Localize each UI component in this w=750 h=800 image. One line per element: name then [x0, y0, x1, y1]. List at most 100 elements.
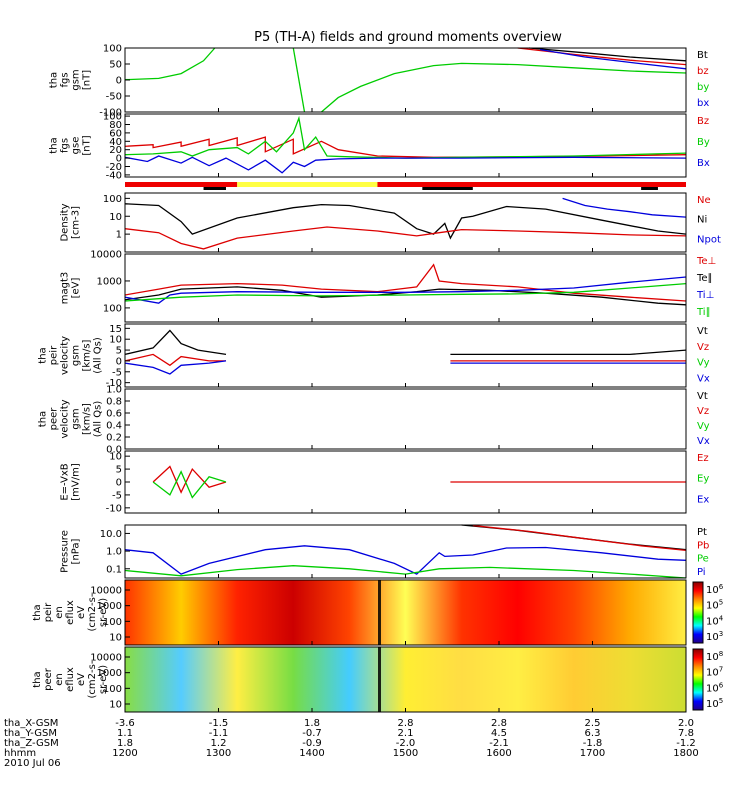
legend-Vz: Vz — [697, 406, 709, 417]
y-axis-label-line: tha — [49, 72, 60, 88]
y-tick-label: 100 — [103, 303, 122, 314]
y-axis-label-line: [nPa] — [71, 538, 82, 564]
status-segment — [377, 182, 686, 187]
y-tick-label: 1000 — [97, 601, 122, 612]
y-tick-label: 40 — [109, 137, 122, 148]
legend-Pi: Pi — [697, 567, 706, 578]
legend-Pe: Pe — [697, 554, 709, 565]
legend-Bt: Bt — [697, 50, 708, 61]
y-tick-label: 10000 — [90, 586, 122, 597]
legend-by: by — [697, 82, 709, 93]
x-row-value: 2.5 — [585, 718, 601, 729]
y-axis-label-line: sr-eV) — [98, 665, 109, 694]
status-segment — [125, 182, 238, 187]
y-axis-label-line: tha — [49, 137, 60, 153]
plot-area — [125, 48, 686, 112]
legend-Ey: Ey — [697, 474, 709, 485]
y-tick-label: 10000 — [90, 250, 122, 261]
y-axis-label: tha fgs gsm [nT] — [49, 69, 93, 90]
x-axis-table: tha_X-GSM -3.6 -1.5 1.8 2.8 2.8 2.5 2.0 tha_Y-GS… — [4, 718, 699, 769]
y-tick-label: 5 — [116, 346, 122, 357]
series-line — [320, 62, 687, 113]
y-axis-label-line: tha — [32, 671, 43, 687]
y-axis-label: magt3 [eV] — [60, 272, 82, 305]
panel-fgs-gsm: 100 50 0 -50 -100 Bt bz by bx tha fgs gsm [nT] — [49, 44, 710, 119]
legend-Ti∥: Ti∥ — [696, 307, 711, 318]
series-line — [152, 470, 227, 499]
y-axis-label-line: [km/s] — [82, 403, 93, 435]
y-axis-label-line: (All Qs) — [93, 337, 104, 374]
y-tick-label: 0.4 — [106, 421, 122, 432]
y-axis-label-line: velocity — [60, 336, 71, 375]
y-axis-label-line: Pressure — [60, 530, 71, 573]
series-line — [124, 263, 687, 302]
x-row-value: -1.5 — [209, 718, 229, 729]
series-line — [124, 155, 687, 174]
y-axis-label-line: fgs — [60, 138, 71, 153]
x-row-value: 4.5 — [491, 728, 507, 739]
legend-Ne: Ne — [697, 195, 711, 206]
colorbar-tick-label: 107 — [706, 666, 723, 679]
y-tick-label: -40 — [106, 170, 122, 181]
y-axis-label: Pressure [nPa] — [60, 530, 82, 573]
panel-peer-velocity: 1.00.80.60.40.20.0 Vt Vz Vy Vx tha peer velocit… — [38, 385, 710, 456]
y-axis-label-line: (cm2-s- — [87, 593, 98, 631]
x-row-label: hhmm — [4, 748, 36, 759]
x-row-value: 1.1 — [117, 728, 133, 739]
y-axis-label-line: gsm — [71, 408, 82, 429]
x-row-label: tha_Z-GSM — [4, 738, 59, 749]
y-tick-label: 0 — [116, 356, 122, 367]
x-row-value: 1600 — [486, 748, 511, 759]
x-row-value: 1800 — [673, 748, 698, 759]
y-tick-label: 10.0 — [100, 529, 122, 540]
y-axis-label: tha peir velocity gsm [km/s] (All Qs) — [38, 336, 104, 375]
y-tick-label: 5 — [116, 465, 122, 476]
series-line — [124, 282, 687, 302]
y-tick-label: -5 — [112, 367, 122, 378]
colorbar-tick-label: 106 — [706, 583, 724, 596]
legend-Vy: Vy — [697, 358, 710, 369]
series-line — [124, 276, 687, 304]
colorbar-tick-label: 104 — [706, 614, 724, 627]
y-tick-label: 0.0 — [106, 445, 122, 456]
colorbar-tick-label: 108 — [706, 650, 723, 663]
legend-Vx: Vx — [697, 436, 710, 447]
y-axis-label-line: peer — [49, 407, 60, 431]
y-axis-label-line: E=-VxB — [60, 463, 71, 500]
y-axis-label-line: Density — [60, 203, 71, 241]
series-line — [517, 47, 687, 66]
y-tick-label: 10 — [109, 452, 122, 463]
series-line — [562, 197, 687, 218]
y-tick-label: 100 — [103, 617, 122, 628]
plot-area — [125, 389, 686, 449]
y-axis-label: tha fgs gse [nT] — [49, 135, 93, 155]
y-tick-label: 0.2 — [106, 433, 122, 444]
legend-Vt: Vt — [697, 326, 708, 337]
y-tick-label: 15 — [109, 324, 122, 335]
status-segment — [237, 182, 378, 187]
y-axis-label-line: tha — [38, 347, 49, 363]
y-tick-label: 1000 — [97, 276, 122, 287]
panel-efield: 10 5 0-5 -10 Ez Ey Ex E=-VxB [mV/m] — [60, 450, 709, 514]
plot-area — [125, 324, 686, 387]
y-axis-label-line: [cm-3] — [71, 206, 82, 239]
x-row-value: 6.3 — [585, 728, 601, 739]
legend-Te⊥: Te⊥ — [696, 256, 716, 267]
y-axis-label-line: velocity — [60, 399, 71, 438]
panel-magt3: 10000 1000 100 Te⊥ Te∥ Ti⊥ Ti∥ magt3 [eV] — [60, 250, 716, 323]
colorbar — [692, 648, 704, 711]
y-axis-label-line: [eV] — [71, 278, 82, 299]
series-line — [124, 286, 687, 306]
colorbar-tick-label: 106 — [706, 681, 724, 694]
y-tick-label: -10 — [106, 503, 122, 514]
colorbar-tick-label: 105 — [706, 599, 723, 612]
y-axis-label-line: en — [54, 606, 65, 619]
x-row-value: -3.6 — [115, 718, 135, 729]
y-axis-label-line: sr-eV) — [98, 598, 109, 627]
series-line — [124, 329, 687, 356]
x-row-value: -0.9 — [302, 738, 322, 749]
